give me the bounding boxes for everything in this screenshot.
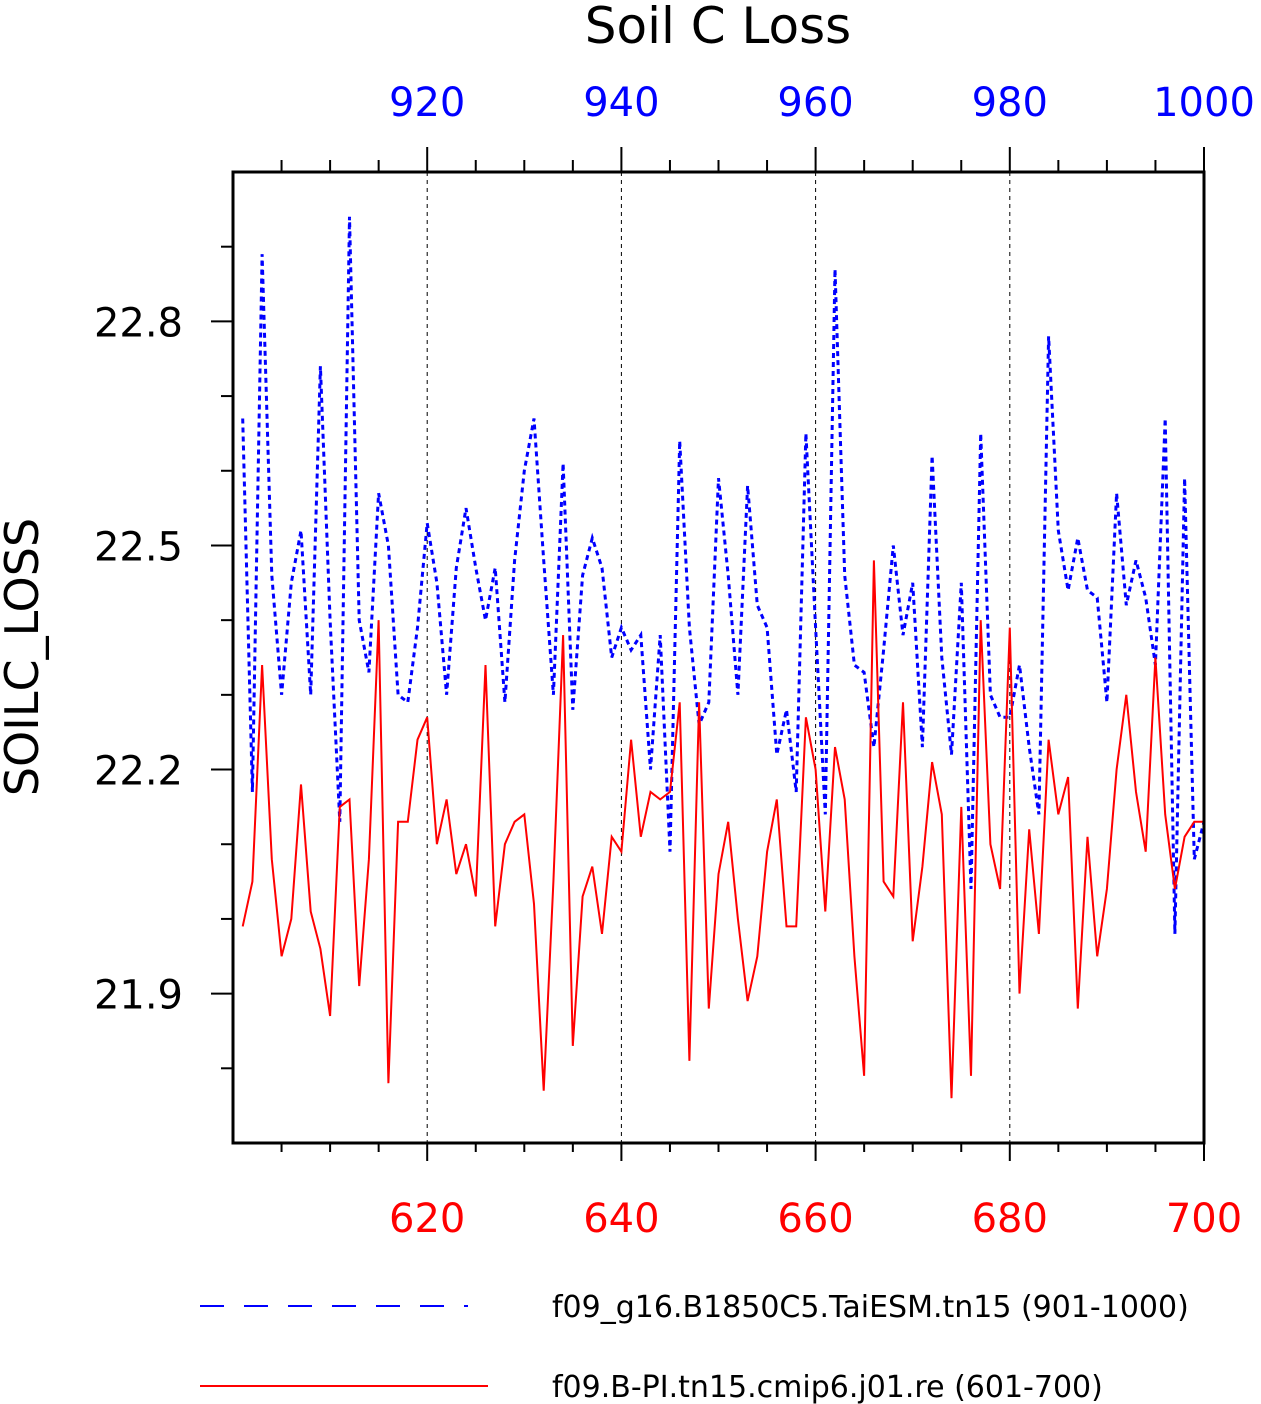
y-tick-label: 21.9: [94, 973, 183, 1019]
y-axis-label: SOILC_LOSS: [0, 518, 49, 796]
series-layer: [241, 216, 1206, 1099]
legend-label-series-1: f09_g16.B1850C5.TaiESM.tn15 (901-1000): [552, 1290, 1189, 1325]
bottom-tick-label: 620: [389, 1196, 465, 1242]
legend: f09_g16.B1850C5.TaiESM.tn15 (901-1000) f…: [200, 1290, 1189, 1404]
series-line-1: [241, 216, 1206, 934]
top-tick-label: 940: [583, 80, 659, 126]
y-tick-label: 22.5: [94, 524, 183, 570]
y-tick-label: 22.2: [94, 749, 183, 795]
bottom-tick-label: 680: [972, 1196, 1048, 1242]
series-line-2: [241, 560, 1204, 1099]
plot-frame: [231, 170, 1206, 1145]
top-tick-label: 960: [777, 80, 853, 126]
top-tick-label: 920: [389, 80, 465, 126]
bottom-tick-label: 660: [777, 1196, 853, 1242]
top-tick-label: 1000: [1153, 80, 1255, 126]
chart-title: Soil C Loss: [585, 0, 851, 55]
legend-label-series-2: f09.B-PI.tn15.cmip6.j01.re (601-700): [552, 1370, 1103, 1404]
y-tick-label: 22.8: [94, 300, 183, 346]
bottom-tick-label: 700: [1166, 1196, 1242, 1242]
bottom-tick-label: 640: [583, 1196, 659, 1242]
grid-lines: [426, 172, 1011, 1143]
top-tick-label: 980: [972, 80, 1048, 126]
axes: 620 640 660 680 700 920 940 960 980 1000 21.9 22.2 2…: [94, 80, 1255, 1242]
